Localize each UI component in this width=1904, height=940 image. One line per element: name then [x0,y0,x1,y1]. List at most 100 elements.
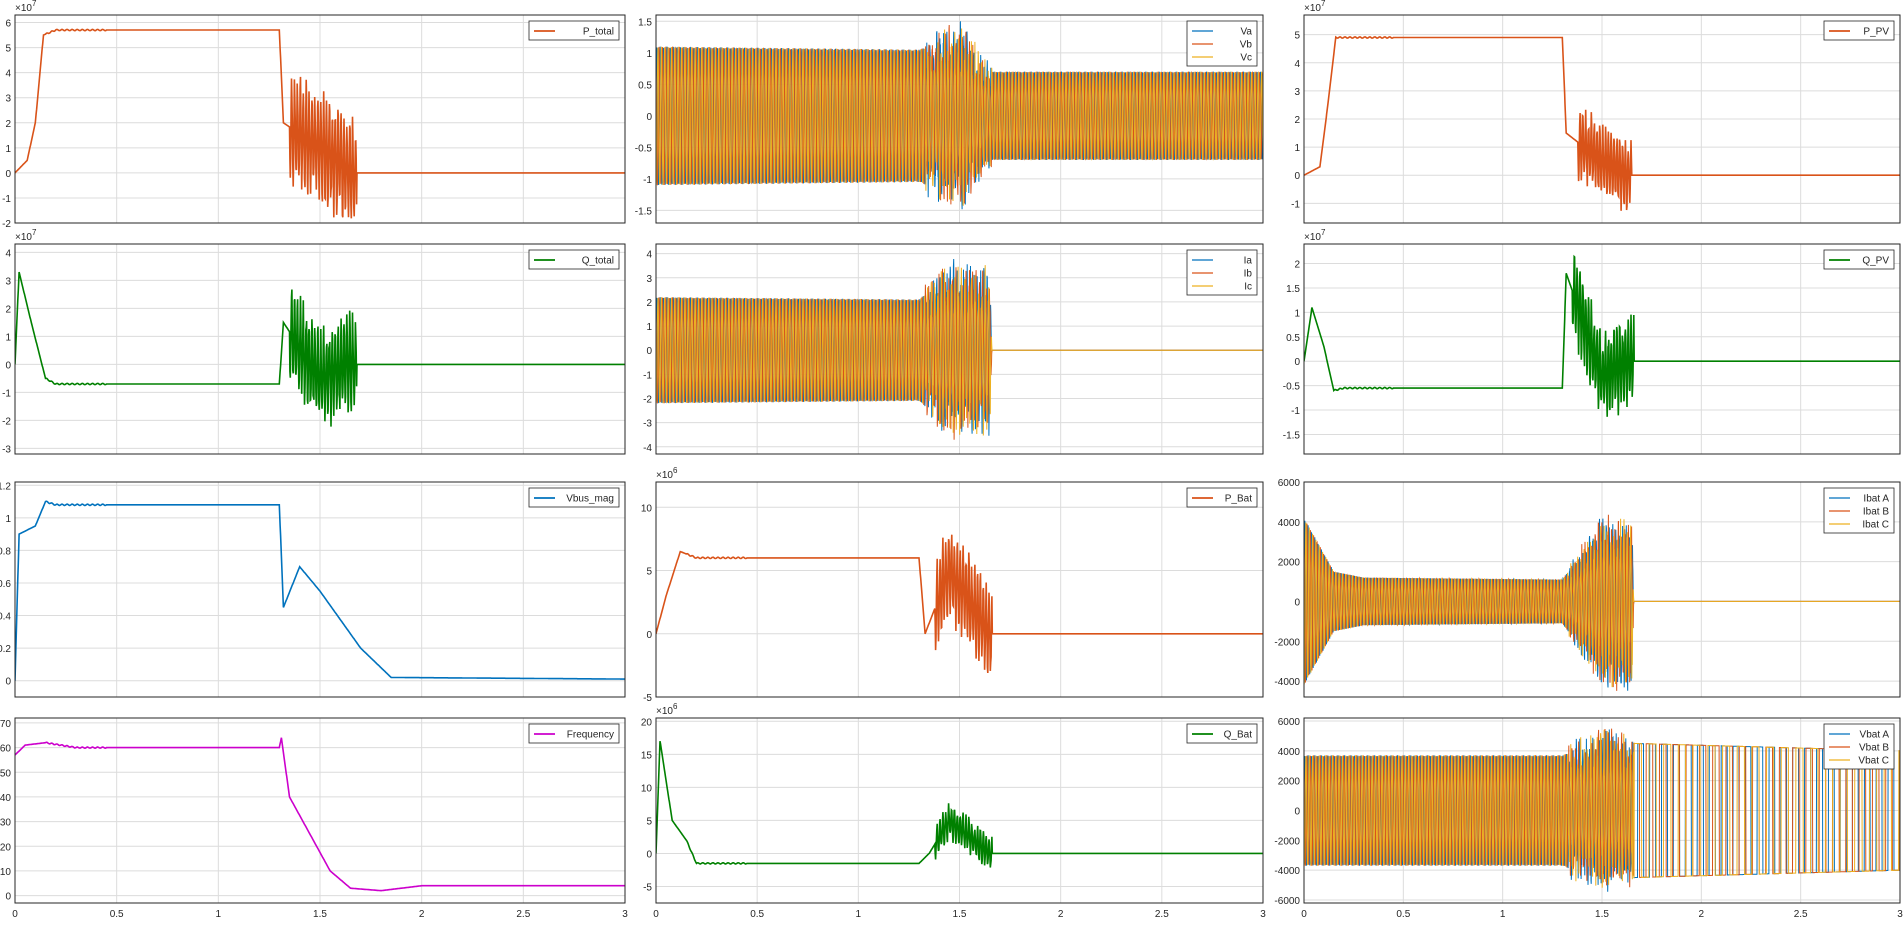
chart-iabc: -4-3-2-101234IaIbIc [643,244,1263,454]
x-tick-label: 0.5 [750,909,764,920]
y-tick-label: 1 [1294,308,1300,319]
x-tick-label: 0 [653,909,659,920]
y-tick-label: 6000 [1278,478,1301,489]
y-tick-label: 4 [1294,59,1300,70]
y-tick-label: 20 [0,842,11,853]
legend-label: P_PV [1863,27,1889,38]
y-tick-label: -1.5 [1283,430,1301,441]
y-tick-label: -3 [643,419,652,430]
x-tick-label: 0 [1301,909,1307,920]
x-tick-label: 3 [1897,909,1903,920]
legend-label: Ia [1244,256,1253,267]
y-tick-label: 0.4 [0,612,11,623]
legend: Q_PV [1824,250,1894,269]
legend-label: Vbat C [1858,756,1889,767]
y-tick-label: 50 [0,768,11,779]
y-tick-label: 2000 [1278,777,1301,788]
y-tick-label: 1 [646,322,652,333]
legend: P_Bat [1187,488,1257,507]
x-tick-label: 2 [1699,909,1705,920]
y-tick-label: 3 [1294,87,1300,98]
y-tick-label: 1 [5,514,11,525]
y-tick-label: -3 [2,444,11,455]
legend-label: Ibat B [1863,507,1889,518]
chart-q-pv: -1.5 -1 -0.5 0 0.5 1 1.5 2 ×107 Q_PV [1283,228,1900,454]
y-tick-label: -6000 [1274,896,1300,907]
y-tick-label: 3 [5,276,11,287]
y-tick-label: 2 [1294,115,1300,126]
exponent-label: ×107 [15,228,37,243]
y-tick-label: 0 [5,360,11,371]
y-tick-label: -1 [2,194,11,205]
y-tick-label: 30 [0,818,11,829]
chart-vbat: -6000 -4000 -2000 0 2000 4000 6000 0 0.5 1 1.5 2 2.5… [1274,717,1903,920]
x-tick-label: 1 [1500,909,1506,920]
y-tick-label: 3 [5,94,11,105]
y-tick-label: -1 [643,370,652,381]
exponent-label: ×107 [15,0,37,14]
y-tick-label: 0 [646,630,652,641]
chart-vabc: -1.5-1-0.500.511.5VaVbVc [635,15,1263,223]
y-tick-label: 4 [646,250,652,261]
y-tick-label: 0 [1294,171,1300,182]
y-tick-label: 0 [646,849,652,860]
legend-label: Q_total [582,256,614,267]
y-tick-label: 2 [5,119,11,130]
y-tick-label: 5 [5,44,11,55]
legend: P_PV [1824,21,1894,40]
y-tick-label: 0 [5,892,11,903]
y-tick-label: 0.5 [638,80,652,91]
x-tick-label: 2.5 [1155,909,1169,920]
x-tick-label: 2.5 [516,909,530,920]
y-tick-label: 70 [0,719,11,730]
legend-label: Vbat A [1860,730,1890,741]
y-tick-label: 1 [1294,143,1300,154]
legend: Vbus_mag [529,488,619,507]
y-tick-label: 1 [5,332,11,343]
x-tick-label: 2.5 [1794,909,1808,920]
legend-label: Vbat B [1859,743,1889,754]
chart-ibat: -4000-20000200040006000Ibat AIbat BIbat … [1274,478,1900,697]
x-tick-label: 3 [622,909,628,920]
y-tick-label: 5 [1294,31,1300,42]
y-tick-label: -2 [2,219,11,230]
legend: Ibat AIbat BIbat C [1824,488,1894,533]
x-tick-label: 2 [1058,909,1064,920]
y-tick-label: -2 [643,394,652,405]
y-tick-label: 3 [646,274,652,285]
x-tick-label: 0 [12,909,18,920]
y-tick-label: 0.5 [1286,333,1300,344]
y-tick-label: 10 [641,783,653,794]
x-tick-label: 1.5 [313,909,327,920]
legend: Va Vb Vc [1187,21,1257,66]
x-tick-label: 1.5 [1595,909,1609,920]
legend-label: Ibat C [1862,520,1889,531]
legend: Frequency [529,724,619,743]
y-tick-label: 60 [0,744,11,755]
x-tick-label: 1 [216,909,222,920]
y-tick-label: 0 [1294,357,1300,368]
y-tick-label: -5 [643,693,652,704]
legend-label: Vbus_mag [566,494,614,505]
y-tick-label: 0 [646,346,652,357]
y-tick-label: 1 [5,144,11,155]
legend: Vbat A Vbat B Vbat C [1824,724,1894,769]
legend-label: Va [1241,27,1253,38]
y-tick-label: 4 [5,69,11,80]
y-tick-label: 0 [5,169,11,180]
chart-vbus-mag: 0 0.2 0.4 0.6 0.8 1 1.2 Vbus_mag [0,481,625,697]
y-tick-label: 6000 [1278,717,1301,728]
legend: Ia Ib Ic [1187,250,1257,295]
y-tick-label: 1 [646,49,652,60]
legend: P_total [529,21,619,40]
legend-label: P_total [583,27,614,38]
y-tick-label: -4 [643,443,652,454]
y-tick-label: 4000 [1278,518,1301,529]
y-tick-label: -1 [643,175,652,186]
y-tick-label: 0.8 [0,546,11,557]
y-tick-label: -4000 [1274,866,1300,877]
y-tick-label: -4000 [1274,677,1300,688]
y-tick-label: 0.2 [0,644,11,655]
legend-label: Q_PV [1862,256,1889,267]
